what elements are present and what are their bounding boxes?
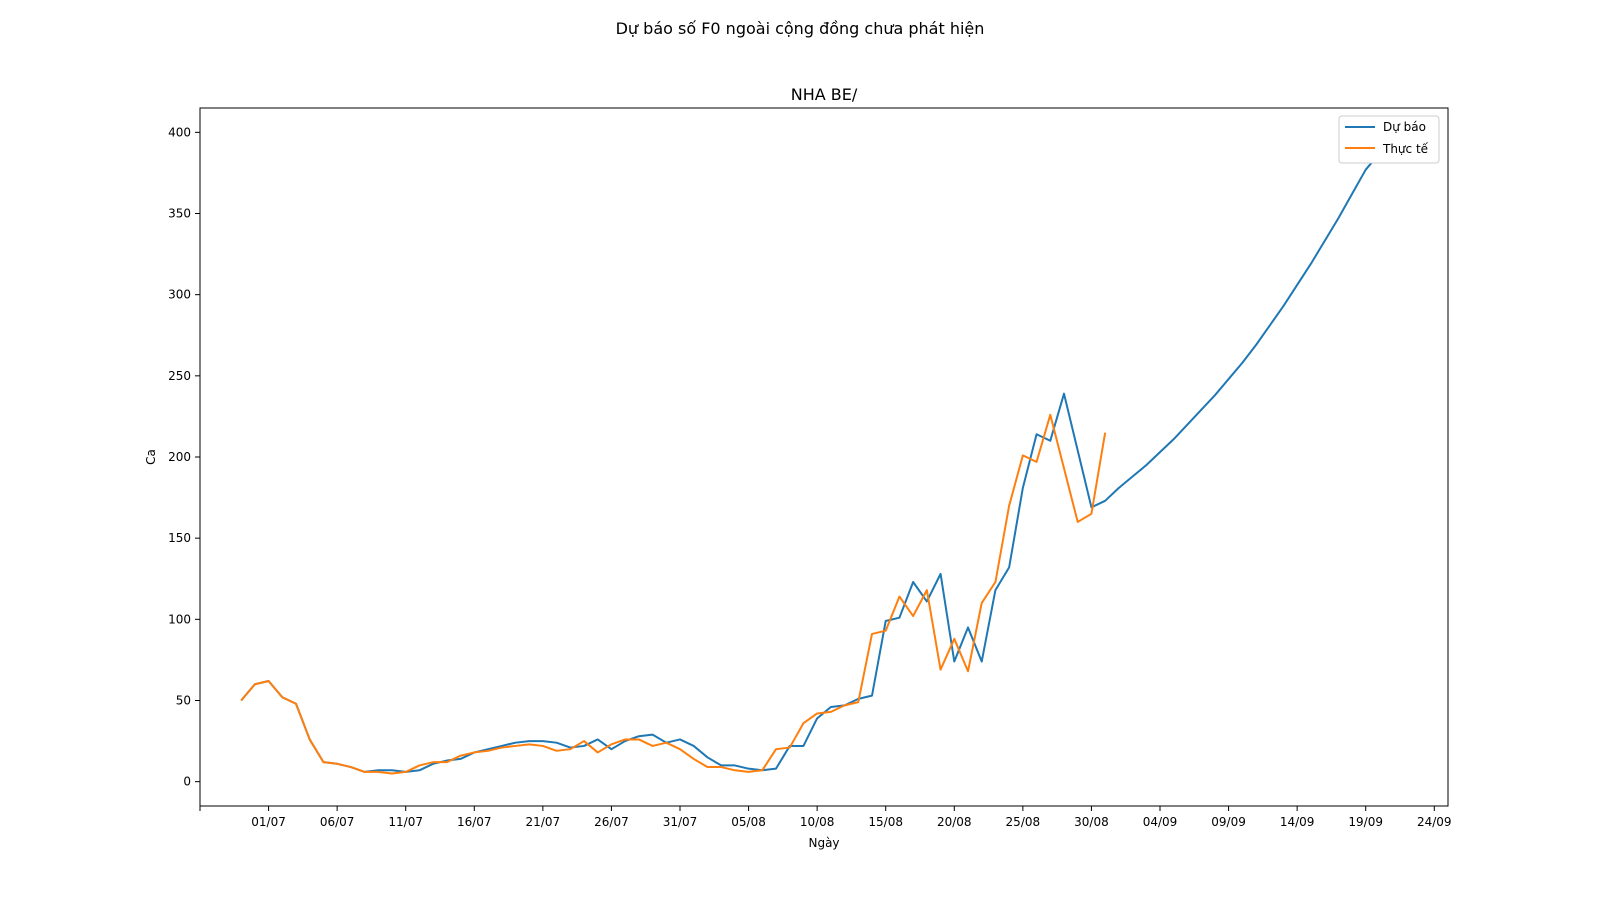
y-tick-label: 200 [168, 450, 191, 464]
x-tick-label: 31/07 [663, 815, 698, 829]
x-tick-label: 20/08 [937, 815, 972, 829]
x-tick-label: 21/07 [526, 815, 561, 829]
legend: Dự báo Thực tế [1338, 115, 1440, 164]
ticks-layer: 01/07 06/07 11/07 16/07 21/07 26/07 31/07 05/08… [168, 125, 1451, 829]
series-line-0 [240, 152, 1381, 773]
x-tick-label: 24/09 [1417, 815, 1452, 829]
y-tick-label: 250 [168, 369, 191, 383]
y-tick-label: 300 [168, 288, 191, 302]
x-tick-label: 30/08 [1074, 815, 1109, 829]
x-tick-label: 16/07 [457, 815, 492, 829]
legend-label-thuc-te: Thực tế [1382, 142, 1429, 156]
x-tick-label: 10/08 [800, 815, 835, 829]
x-tick-label: 06/07 [320, 815, 355, 829]
y-tick-label: 400 [168, 125, 191, 139]
y-tick-label: 50 [176, 693, 191, 707]
x-tick-label: 04/09 [1143, 815, 1178, 829]
y-axis-label: Ca [144, 449, 158, 465]
x-tick-label: 15/08 [868, 815, 903, 829]
y-tick-label: 350 [168, 207, 191, 221]
series-line-1 [240, 413, 1107, 775]
x-tick-label: 11/07 [388, 815, 423, 829]
chart-title: NHA BE/ [791, 85, 858, 104]
x-tick-label: 09/09 [1211, 815, 1246, 829]
y-tick-label: 150 [168, 531, 191, 545]
y-tick-label: 0 [183, 775, 191, 789]
x-tick-label: 19/09 [1348, 815, 1383, 829]
chart-suptitle: Dự báo số F0 ngoài cộng đồng chưa phát h… [616, 19, 985, 38]
series-layer [240, 152, 1381, 775]
y-tick-label: 100 [168, 612, 191, 626]
x-tick-label: 01/07 [251, 815, 286, 829]
x-tick-label: 25/08 [1006, 815, 1041, 829]
x-axis-label: Ngày [808, 836, 839, 850]
plot-frame [199, 107, 1449, 807]
x-tick-label: 26/07 [594, 815, 629, 829]
x-tick-label: 05/08 [731, 815, 766, 829]
x-tick-label: 14/09 [1280, 815, 1315, 829]
legend-label-du-bao: Dự báo [1383, 120, 1426, 134]
